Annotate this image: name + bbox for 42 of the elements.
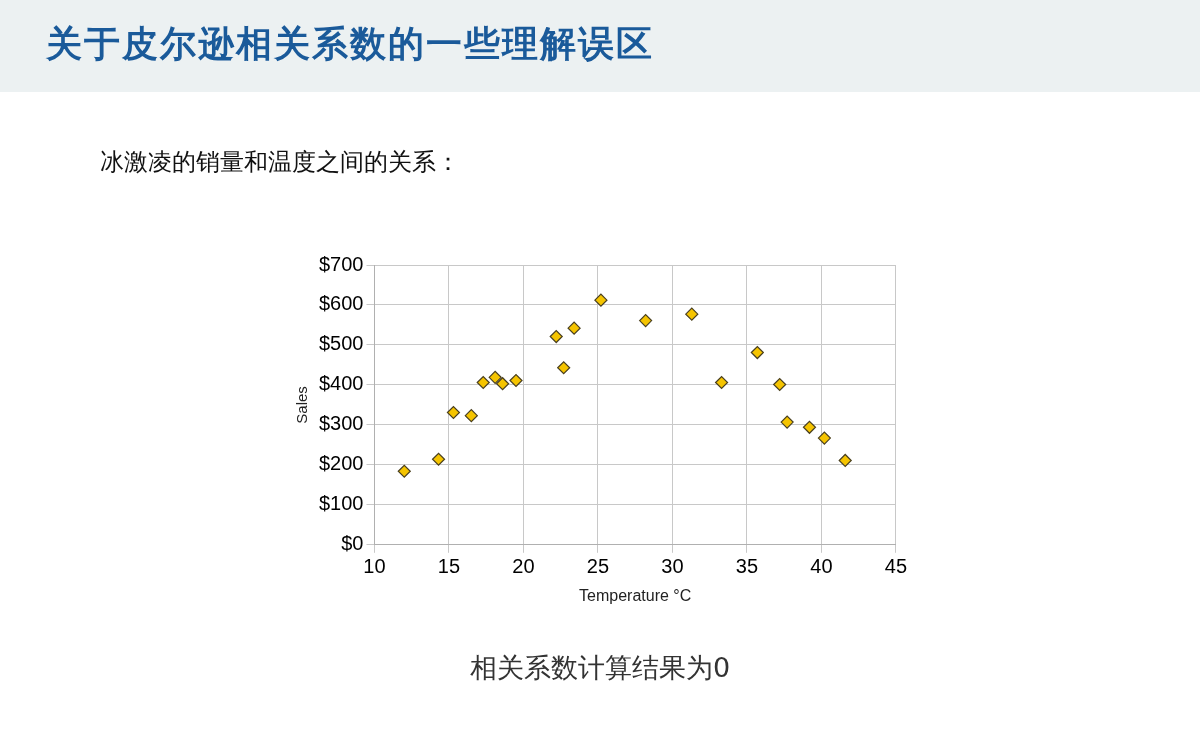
point (750, 345, 764, 360)
point (549, 329, 563, 344)
point (780, 415, 794, 429)
point (773, 377, 787, 392)
y-tick-label: $400 (318, 372, 364, 395)
point (464, 409, 478, 423)
x-tick-label: 40 (810, 555, 833, 578)
point (476, 375, 490, 390)
y-tick-label: $700 (318, 252, 364, 275)
y-tick-label: $200 (318, 452, 364, 475)
point (838, 453, 852, 468)
x-tick-label: 30 (661, 555, 684, 578)
point (567, 321, 581, 335)
point (594, 293, 608, 307)
y-tick-label: $300 (318, 412, 364, 435)
x-tick-label: 25 (586, 555, 610, 578)
chart-subtitle: 冰激凌的销量和温度之间的关系： (100, 147, 460, 178)
point (557, 361, 571, 375)
point (488, 370, 502, 384)
y-tick-label: $0 (341, 532, 364, 555)
point (496, 377, 510, 391)
x-tick-label: 20 (512, 555, 535, 578)
y-tick-label: $100 (318, 492, 364, 515)
point (639, 313, 653, 328)
x-tick-label: 45 (884, 555, 907, 578)
point (714, 375, 729, 390)
y-tick-label: $500 (318, 332, 364, 355)
y-tick-label: $600 (318, 292, 364, 315)
text: 相关系数计算结果为0 (468, 651, 732, 685)
point (685, 307, 699, 321)
point (802, 420, 817, 434)
y-axis-title: Sales (293, 386, 311, 424)
x-axis-title: Temperature °C (579, 586, 692, 604)
point (817, 431, 831, 445)
chart-title: 关于皮尔逊相关系数的一些理解误区 (46, 21, 654, 66)
point (431, 452, 446, 466)
x-tick-label: 10 (363, 555, 386, 578)
point (397, 464, 411, 478)
x-tick-label: 35 (735, 555, 759, 578)
x-tick-label: 15 (437, 555, 461, 578)
point (509, 373, 523, 388)
point (446, 405, 461, 420)
